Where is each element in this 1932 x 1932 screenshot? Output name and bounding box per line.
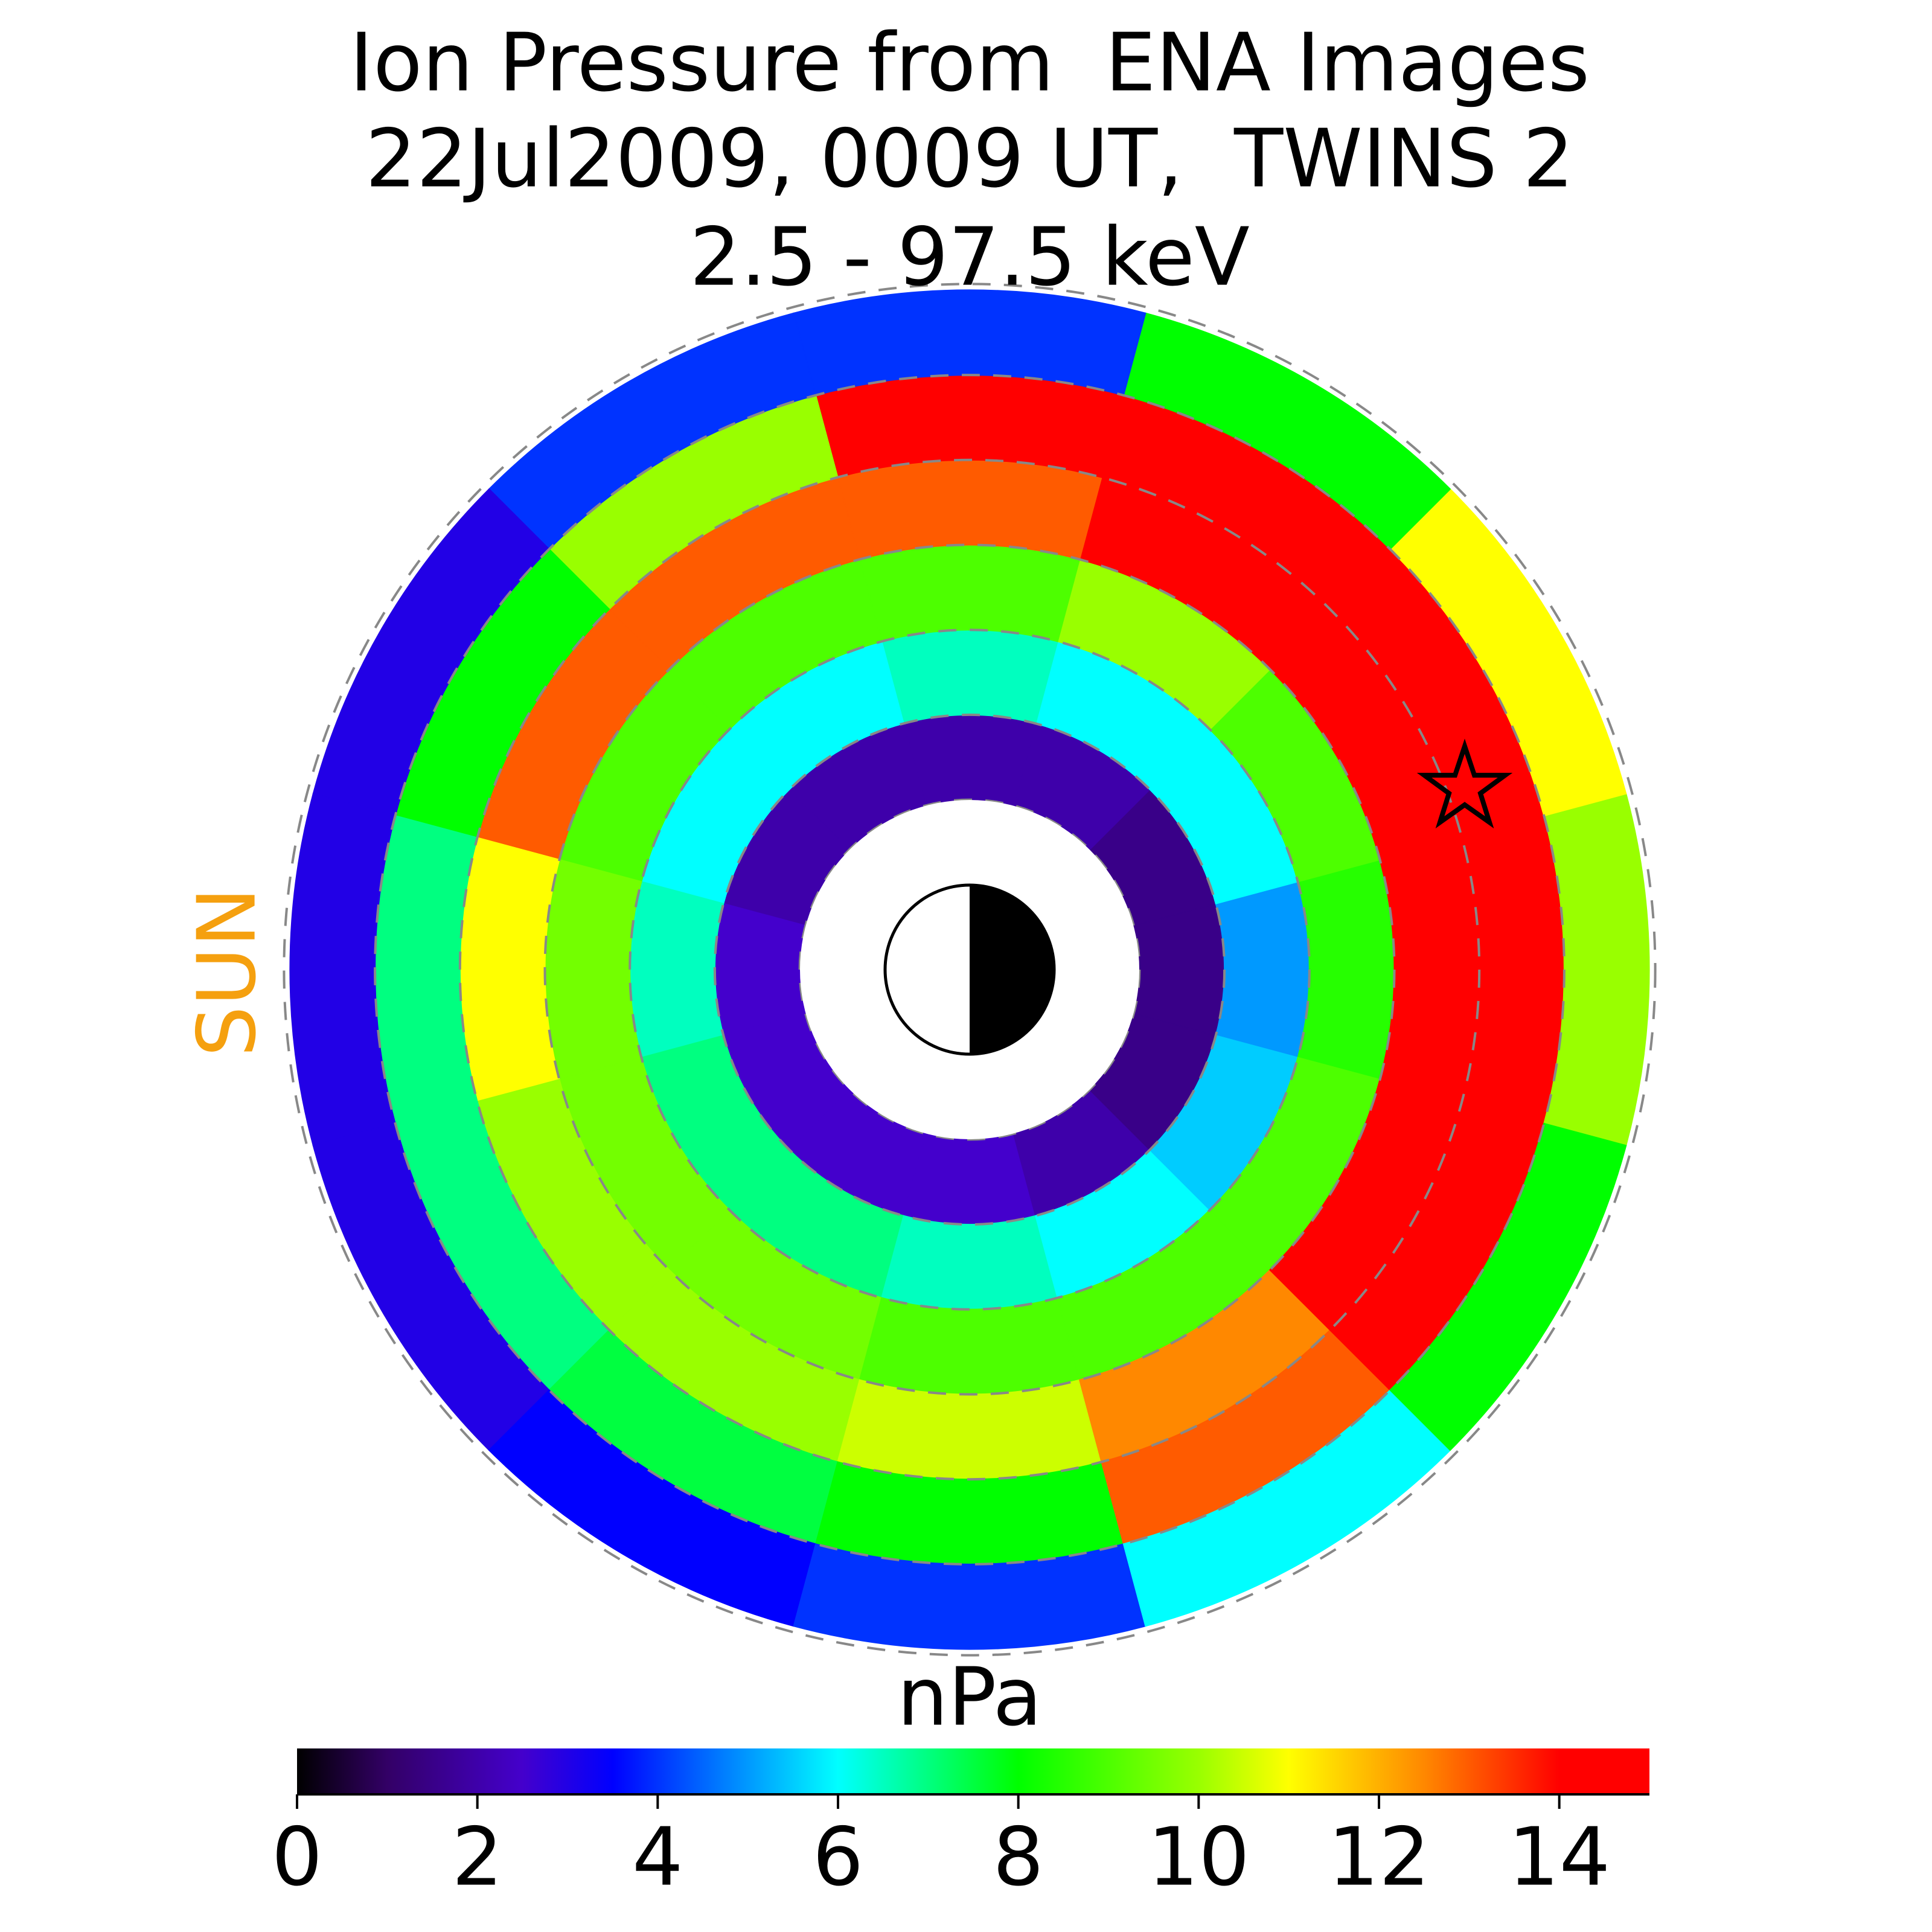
radial-grid-circle bbox=[798, 798, 1141, 1141]
heat-cell bbox=[903, 714, 1037, 807]
heat-cell bbox=[837, 459, 1102, 560]
radial-grid-circle bbox=[713, 713, 1226, 1226]
colorbar-ticks: 0 2 4 6 8 10 12 14 bbox=[272, 1793, 1649, 1904]
radial-grid bbox=[283, 283, 1657, 1657]
colorbar bbox=[297, 1748, 1649, 1794]
heat-cell bbox=[1389, 1122, 1627, 1451]
earth-night bbox=[970, 885, 1054, 1054]
heat-cell bbox=[714, 903, 807, 1037]
satellite-marker bbox=[1416, 738, 1513, 829]
heat-cell bbox=[1133, 903, 1226, 1037]
radial-grid-circle bbox=[374, 374, 1566, 1566]
heat-cell bbox=[881, 629, 1058, 724]
colorbar-tick-label: 4 bbox=[632, 1811, 683, 1904]
sun-label: SUN bbox=[181, 887, 274, 1057]
heat-cell bbox=[881, 1215, 1058, 1310]
heat-cell bbox=[1297, 859, 1395, 1081]
radial-grid-circle bbox=[543, 543, 1396, 1396]
colorbar-tick-label: 12 bbox=[1328, 1811, 1430, 1904]
title-line: Ion Pressure from ENA Images bbox=[350, 17, 1590, 110]
heat-cell bbox=[1215, 881, 1310, 1058]
colorbar-tick-label: 6 bbox=[813, 1811, 864, 1904]
heat-cell bbox=[544, 859, 642, 1081]
heat-cell bbox=[859, 544, 1081, 642]
radial-grid-circle bbox=[629, 629, 1311, 1311]
colorbar-tick-label: 10 bbox=[1148, 1811, 1250, 1904]
colorbar-label: nPa bbox=[897, 1651, 1042, 1744]
heat-cell bbox=[859, 1297, 1081, 1395]
colorbar-tick-label: 14 bbox=[1508, 1811, 1610, 1904]
heat-cell bbox=[903, 1133, 1037, 1226]
heatmap bbox=[289, 289, 1650, 1650]
title-line: 22Jul2009, 0009 UT, TWINS 2 bbox=[365, 113, 1574, 206]
earth bbox=[883, 883, 1056, 1056]
heat-cell bbox=[629, 881, 724, 1058]
colorbar-tick-label: 8 bbox=[993, 1811, 1044, 1904]
colorbar-tick-label: 2 bbox=[452, 1811, 503, 1904]
radial-grid-circle bbox=[458, 458, 1481, 1481]
title-line: 2.5 - 97.5 keV bbox=[689, 211, 1250, 304]
colorbar-tick-label: 0 bbox=[272, 1811, 323, 1904]
radial-grid-circle bbox=[283, 283, 1657, 1657]
